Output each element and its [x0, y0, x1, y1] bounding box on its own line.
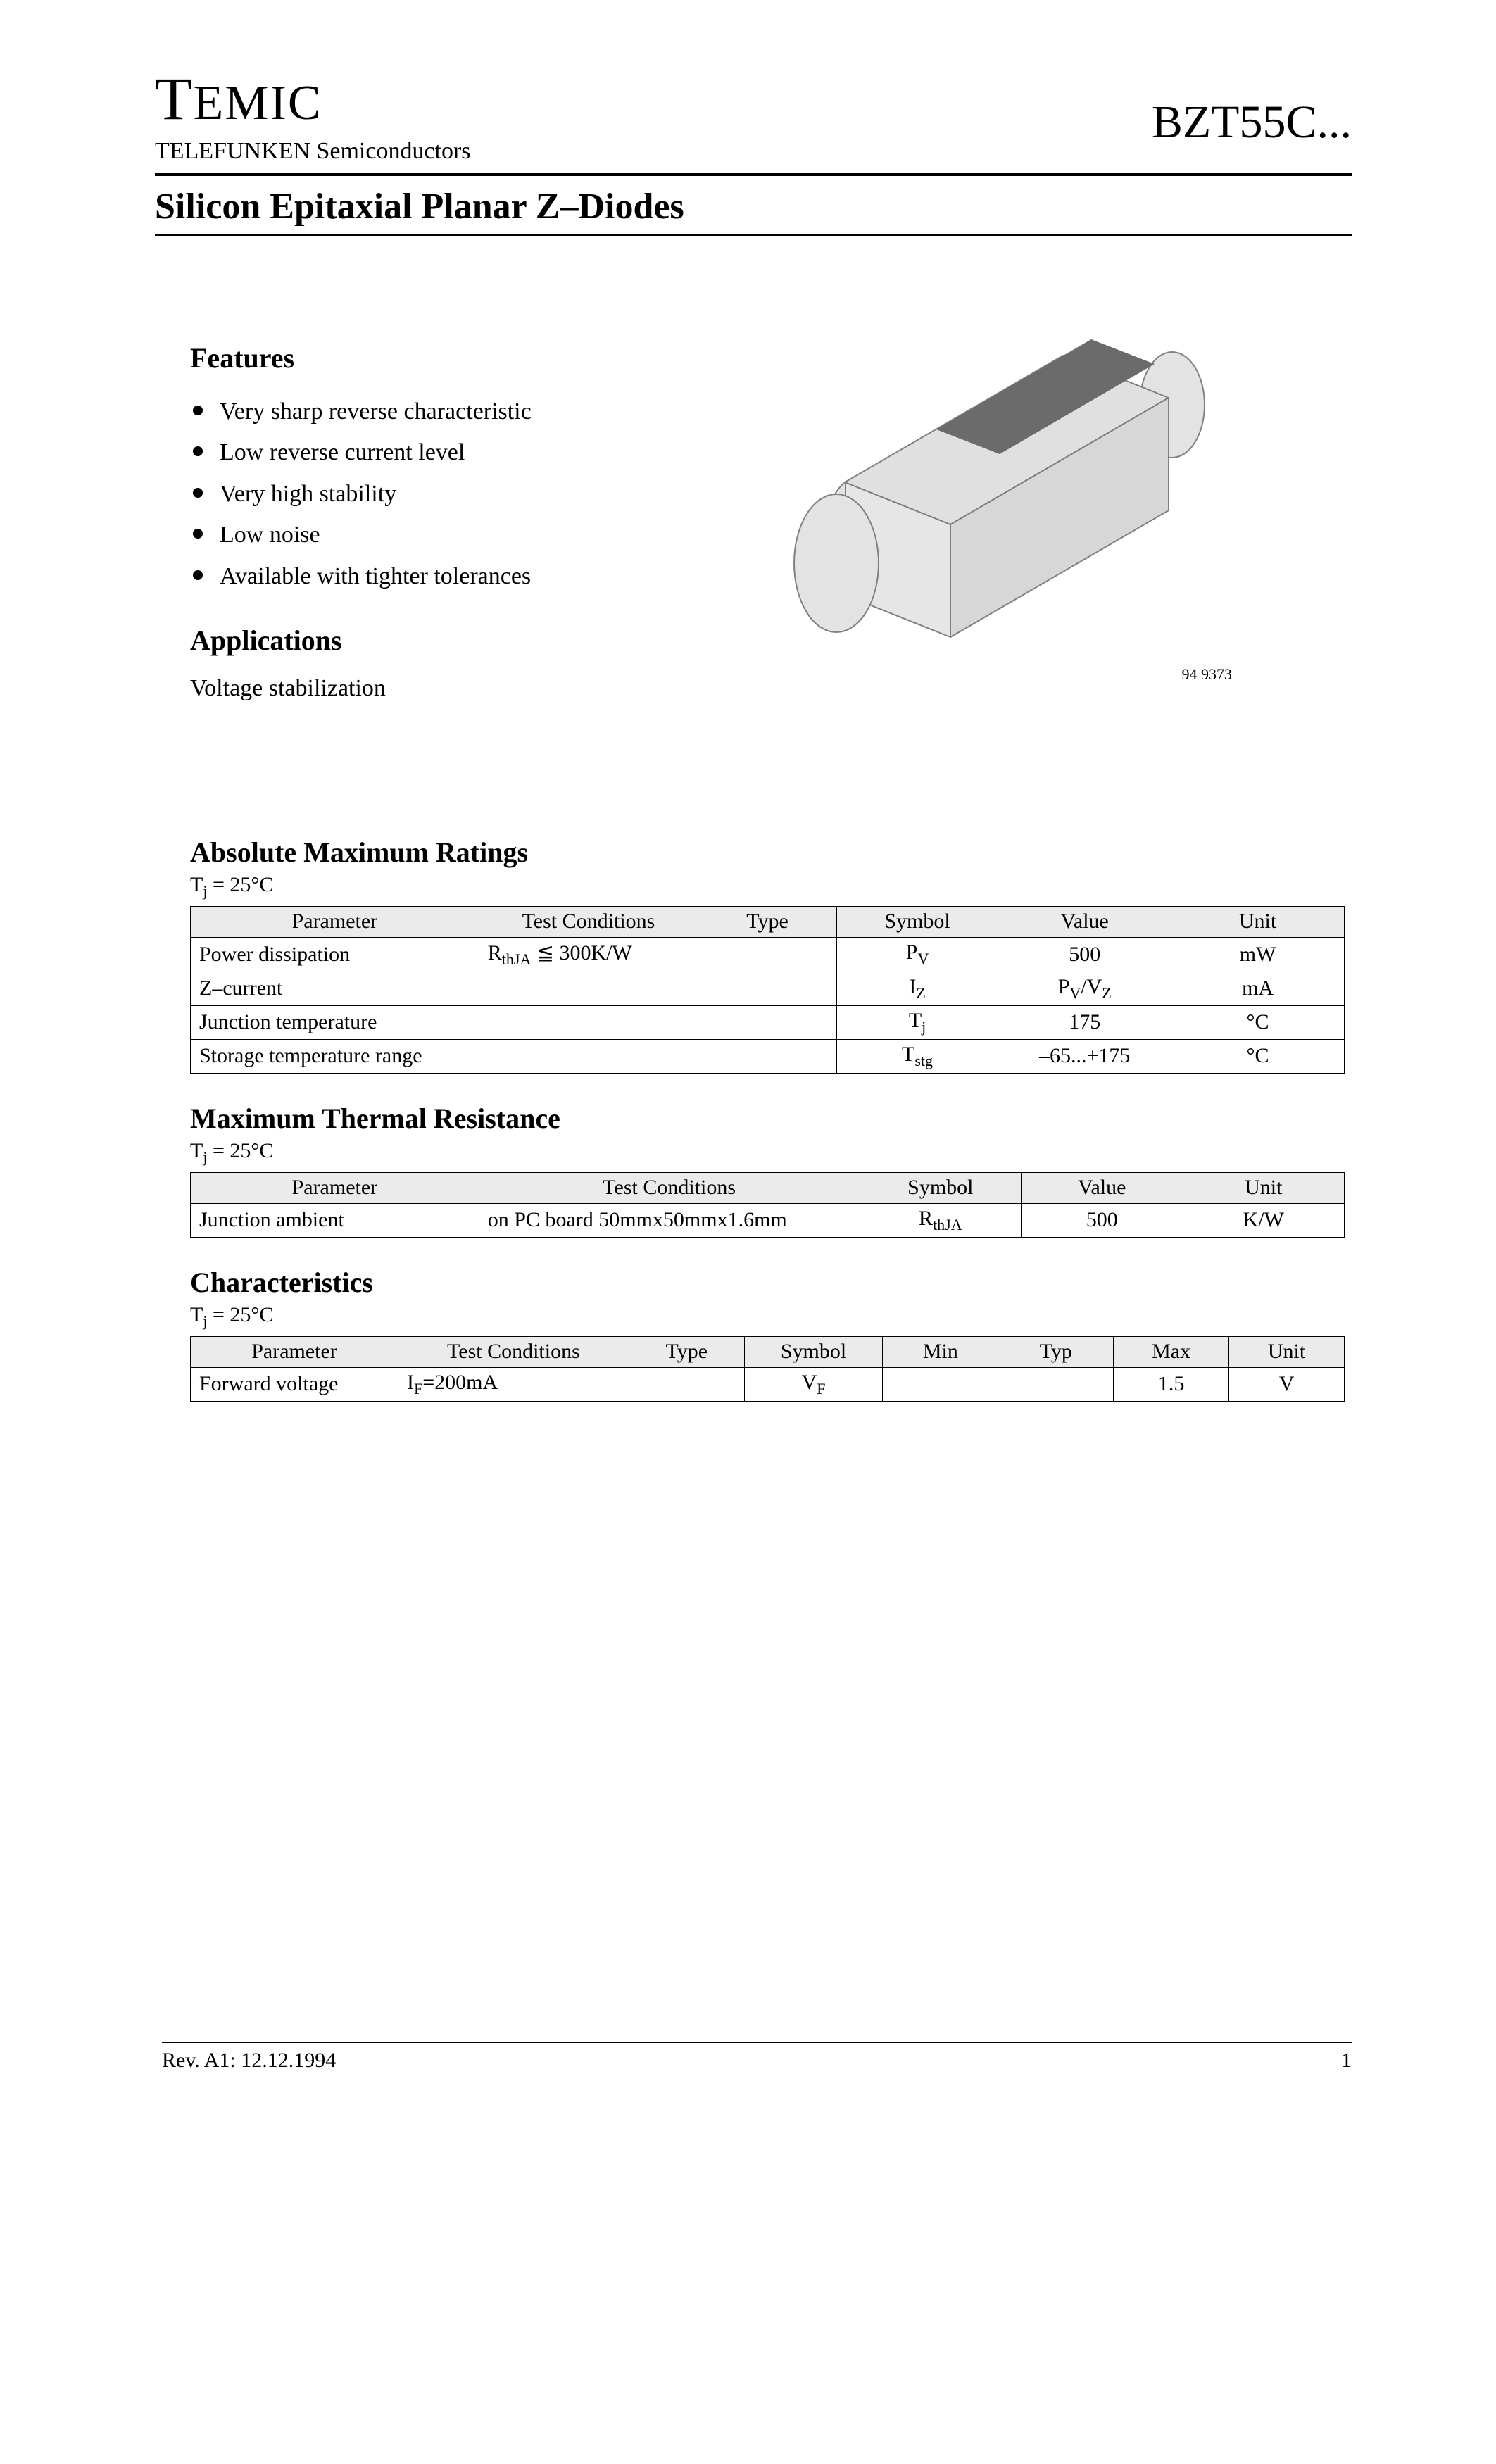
table-row: Junction ambient on PC board 50mmx50mmx1… — [191, 1203, 1345, 1237]
table-row: Forward voltage IF=200mA VF 1.5 V — [191, 1367, 1345, 1401]
table-row: Power dissipation RthJA ≦ 300K/W PV 500 … — [191, 937, 1345, 972]
cell: RthJA — [860, 1203, 1021, 1237]
table-row: Junction temperature Tj 175 °C — [191, 1005, 1345, 1039]
cell: VF — [744, 1367, 883, 1401]
cell: mA — [1171, 972, 1345, 1005]
applications-text: Voltage stabilization — [190, 675, 732, 702]
cell: Junction ambient — [191, 1203, 479, 1237]
cell: Power dissipation — [191, 937, 479, 972]
cell: –65...+175 — [998, 1039, 1171, 1073]
cell: Tj — [836, 1005, 998, 1039]
col-header: Test Conditions — [398, 1336, 629, 1367]
cell — [479, 972, 698, 1005]
col-header: Unit — [1229, 1336, 1345, 1367]
col-header: Value — [998, 906, 1171, 937]
col-header: Unit — [1171, 906, 1345, 937]
table-row: Z–current IZ PV/VZ mA — [191, 972, 1345, 1005]
col-header: Unit — [1183, 1172, 1344, 1203]
col-header: Parameter — [191, 906, 479, 937]
cell: Forward voltage — [191, 1367, 398, 1401]
cell: Storage temperature range — [191, 1039, 479, 1073]
table-header-row: Parameter Test Conditions Type Symbol Mi… — [191, 1336, 1345, 1367]
col-header: Symbol — [860, 1172, 1021, 1203]
list-item: Available with tighter tolerances — [190, 558, 732, 596]
cell: PV — [836, 937, 998, 972]
diagram-caption: 94 9373 — [1182, 665, 1233, 684]
header: TEMIC TELEFUNKEN Semiconductors BZT55C..… — [155, 63, 1352, 165]
cell: Junction temperature — [191, 1005, 479, 1039]
part-number: BZT55C... — [1152, 96, 1352, 149]
thermal-table: Parameter Test Conditions Symbol Value U… — [190, 1172, 1345, 1238]
revision: Rev. A1: 12.12.1994 — [162, 2049, 336, 2073]
cell: Tstg — [836, 1039, 998, 1073]
cell: Z–current — [191, 972, 479, 1005]
col-header: Test Conditions — [479, 1172, 860, 1203]
cell: 500 — [1022, 1203, 1183, 1237]
title-rule — [155, 234, 1352, 236]
brand-logo: TEMIC — [155, 63, 471, 134]
cell — [698, 1005, 837, 1039]
col-header: Min — [883, 1336, 998, 1367]
cell — [479, 1039, 698, 1073]
cell: IF=200mA — [398, 1367, 629, 1401]
cell: 500 — [998, 937, 1171, 972]
cell: 175 — [998, 1005, 1171, 1039]
page-title: Silicon Epitaxial Planar Z–Diodes — [155, 186, 1352, 227]
abs-max-table: Parameter Test Conditions Type Symbol Va… — [190, 906, 1345, 1074]
tj-note: Tj = 25°C — [190, 873, 1345, 900]
cell — [883, 1367, 998, 1401]
cell: °C — [1171, 1039, 1345, 1073]
cell — [998, 1367, 1114, 1401]
cell: PV/VZ — [998, 972, 1171, 1005]
cell — [698, 1039, 837, 1073]
cell — [629, 1367, 744, 1401]
list-item: Very high stability — [190, 475, 732, 513]
cell: V — [1229, 1367, 1345, 1401]
footer: Rev. A1: 12.12.1994 1 — [162, 2042, 1352, 2073]
brand-rest: EMIC — [194, 76, 322, 130]
footer-rule — [162, 2042, 1352, 2043]
package-diagram — [760, 313, 1281, 679]
cell — [698, 937, 837, 972]
tj-note: Tj = 25°C — [190, 1303, 1345, 1331]
col-header: Typ — [998, 1336, 1114, 1367]
col-header: Symbol — [836, 906, 998, 937]
abs-max-heading: Absolute Maximum Ratings — [190, 836, 1345, 869]
characteristics-heading: Characteristics — [190, 1266, 1345, 1299]
col-header: Type — [698, 906, 837, 937]
header-rule — [155, 173, 1352, 176]
col-header: Symbol — [744, 1336, 883, 1367]
cell: RthJA ≦ 300K/W — [479, 937, 698, 972]
cell: K/W — [1183, 1203, 1344, 1237]
col-header: Max — [1114, 1336, 1229, 1367]
cell: IZ — [836, 972, 998, 1005]
cell: mW — [1171, 937, 1345, 972]
brand-block: TEMIC TELEFUNKEN Semiconductors — [155, 63, 471, 165]
cell: °C — [1171, 1005, 1345, 1039]
cell: on PC board 50mmx50mmx1.6mm — [479, 1203, 860, 1237]
cell — [479, 1005, 698, 1039]
col-header: Parameter — [191, 1172, 479, 1203]
col-header: Test Conditions — [479, 906, 698, 937]
col-header: Value — [1022, 1172, 1183, 1203]
subbrand: TELEFUNKEN Semiconductors — [155, 138, 471, 165]
col-header: Parameter — [191, 1336, 398, 1367]
cell — [698, 972, 837, 1005]
list-item: Very sharp reverse characteristic — [190, 393, 732, 431]
page-number: 1 — [1341, 2049, 1352, 2073]
table-header-row: Parameter Test Conditions Symbol Value U… — [191, 1172, 1345, 1203]
list-item: Low noise — [190, 516, 732, 554]
table-header-row: Parameter Test Conditions Type Symbol Va… — [191, 906, 1345, 937]
tj-note: Tj = 25°C — [190, 1139, 1345, 1167]
thermal-heading: Maximum Thermal Resistance — [190, 1102, 1345, 1135]
features-list: Very sharp reverse characteristic Low re… — [190, 393, 732, 596]
col-header: Type — [629, 1336, 744, 1367]
characteristics-table: Parameter Test Conditions Type Symbol Mi… — [190, 1336, 1345, 1402]
cell: 1.5 — [1114, 1367, 1229, 1401]
applications-heading: Applications — [190, 624, 732, 657]
features-heading: Features — [190, 341, 732, 375]
list-item: Low reverse current level — [190, 434, 732, 472]
table-row: Storage temperature range Tstg –65...+17… — [191, 1039, 1345, 1073]
